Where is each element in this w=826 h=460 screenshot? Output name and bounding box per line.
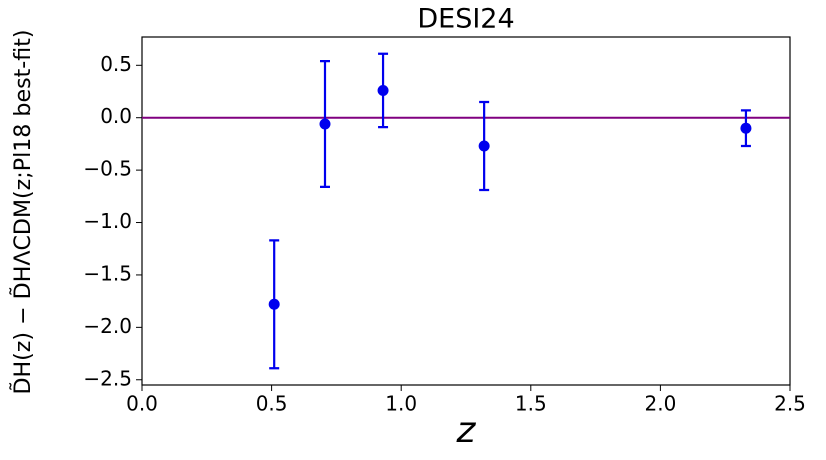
x-tick-label: 2.0 xyxy=(644,392,676,416)
x-axis-label: z xyxy=(456,410,477,451)
point xyxy=(478,140,490,152)
y-tick-label: 0.5 xyxy=(100,52,132,76)
y-axis-label: D̃H(z) − D̃HΛCDM(z;Pl18 best-fit) xyxy=(10,30,36,395)
x-tick-label: 0.5 xyxy=(256,392,288,416)
y-tick-label: −2.5 xyxy=(83,366,132,390)
y-tick-label: 0.0 xyxy=(100,104,132,128)
point xyxy=(319,118,331,130)
y-tick-label: −2.0 xyxy=(83,314,132,338)
x-tick-label: 1.0 xyxy=(385,392,417,416)
plot-frame xyxy=(141,36,791,386)
point xyxy=(740,122,752,134)
chart-title: DESI24 xyxy=(417,4,514,35)
y-tick-label: −1.5 xyxy=(83,261,132,285)
y-tick-label: −1.0 xyxy=(83,209,132,233)
x-tick-label: 2.5 xyxy=(774,392,806,416)
point xyxy=(377,84,389,96)
x-tick-label: 0.0 xyxy=(126,392,158,416)
y-tick-label: −0.5 xyxy=(83,157,132,181)
x-tick-label: 1.5 xyxy=(515,392,547,416)
point xyxy=(268,298,280,310)
